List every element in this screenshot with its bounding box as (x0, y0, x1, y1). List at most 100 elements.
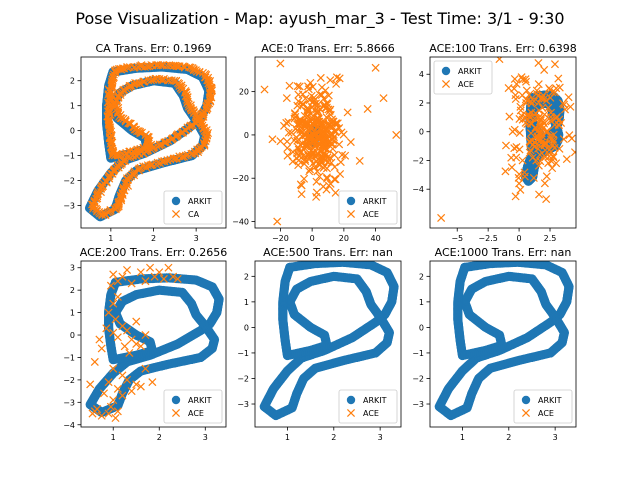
pred-point (336, 158, 345, 167)
arkit-point (460, 262, 470, 272)
pred-point (141, 331, 150, 340)
pred-point (337, 128, 346, 137)
pred-point (335, 74, 344, 83)
x-tick-label: 2 (331, 433, 336, 442)
pred-point (319, 94, 328, 103)
pred-point (158, 140, 167, 149)
pred-point (305, 167, 314, 176)
pred-point (332, 79, 341, 88)
pred-point (169, 272, 178, 281)
pred-point (309, 144, 318, 153)
legend-pred-marker (171, 408, 181, 418)
pred-point (124, 83, 133, 92)
pred-point (507, 153, 516, 162)
pred-point (540, 94, 549, 103)
y-tick-label: 0 (244, 131, 249, 140)
pred-point (90, 407, 99, 416)
pred-point (534, 98, 543, 107)
pred-point (495, 57, 504, 64)
y-tick-label: 1 (70, 102, 75, 111)
axes-frame (80, 260, 227, 428)
pred-point (549, 135, 558, 144)
x-tick-label: −5 (451, 234, 463, 243)
plot-area (260, 59, 401, 226)
pred-point (310, 163, 319, 172)
pred-point (501, 141, 510, 150)
y-tick-label: 0 (244, 323, 249, 332)
x-tick-label: −20 (272, 234, 289, 243)
pred-point (304, 85, 313, 94)
pred-point (123, 326, 132, 335)
pred-point (178, 128, 188, 137)
pred-point (335, 140, 344, 149)
series-ace (437, 57, 576, 222)
pred-point (295, 119, 304, 128)
pred-point (173, 274, 182, 283)
pred-point (293, 120, 302, 129)
pred-point (355, 156, 364, 165)
pred-point (159, 60, 168, 70)
pred-point (437, 213, 446, 222)
pred-point (564, 93, 573, 102)
pred-point (109, 299, 118, 308)
y-tick-label: −2 (237, 374, 249, 383)
pred-point (311, 118, 320, 127)
legend-box (338, 389, 398, 424)
pred-point (560, 105, 570, 114)
pred-point (142, 143, 151, 152)
pred-point (305, 154, 314, 163)
pred-point (511, 192, 520, 201)
subplot-6: 1 2 3 −3 −2 −1 0 1 2 ACE:1000 Trans. Err: nan ARKI… (412, 246, 577, 442)
y-tick-label: 3 (70, 264, 75, 273)
pred-point (192, 67, 201, 76)
y-tick-label: 2 (70, 286, 75, 295)
legend-label: ACE (188, 409, 204, 418)
legend-arkit-marker (346, 395, 356, 405)
pred-point (95, 335, 104, 344)
pred-point (529, 173, 538, 182)
pred-point (104, 308, 113, 317)
subplot-title: CA Trans. Err: 0.1969 (95, 42, 211, 55)
pred-point (512, 79, 521, 89)
y-tick-label: −2 (63, 376, 75, 385)
x-tick-label: 3 (378, 433, 383, 442)
pred-point (533, 91, 542, 100)
pred-point (532, 156, 541, 165)
pred-point (527, 119, 536, 128)
pred-point (155, 268, 164, 277)
x-tick-label: 1 (111, 433, 116, 442)
x-tick-label: 0 (310, 234, 315, 243)
y-tick-label: 2 (419, 272, 424, 281)
pred-point (135, 164, 144, 173)
pred-point (379, 94, 388, 103)
pred-point (285, 81, 294, 90)
pred-point (547, 157, 556, 166)
pred-point (295, 82, 304, 91)
pred-point (307, 113, 316, 122)
pred-point (104, 409, 113, 418)
pred-point (290, 136, 299, 145)
subplot-title: ACE:100 Trans. Err: 0.6398 (429, 42, 577, 55)
pred-point (141, 277, 150, 286)
pred-point (315, 146, 324, 155)
pred-point (301, 94, 310, 103)
pred-point (541, 146, 550, 155)
subplot-title: ACE:200 Trans. Err: 0.2656 (80, 246, 228, 259)
x-tick-label: 3 (194, 234, 199, 243)
pred-point (323, 174, 332, 183)
pred-point (538, 132, 547, 141)
pred-point (522, 86, 531, 95)
pred-point (132, 339, 141, 349)
legend-pred-marker (346, 209, 356, 219)
pred-point (136, 127, 145, 136)
x-tick-label: 2 (151, 234, 156, 243)
arkit-point (285, 262, 295, 272)
pred-point (301, 157, 310, 166)
legend-box (513, 389, 573, 424)
pred-point (338, 150, 347, 159)
y-tick-label: 2 (70, 77, 75, 86)
pred-point (525, 148, 534, 157)
pred-point (165, 76, 174, 85)
pred-point (324, 91, 333, 100)
